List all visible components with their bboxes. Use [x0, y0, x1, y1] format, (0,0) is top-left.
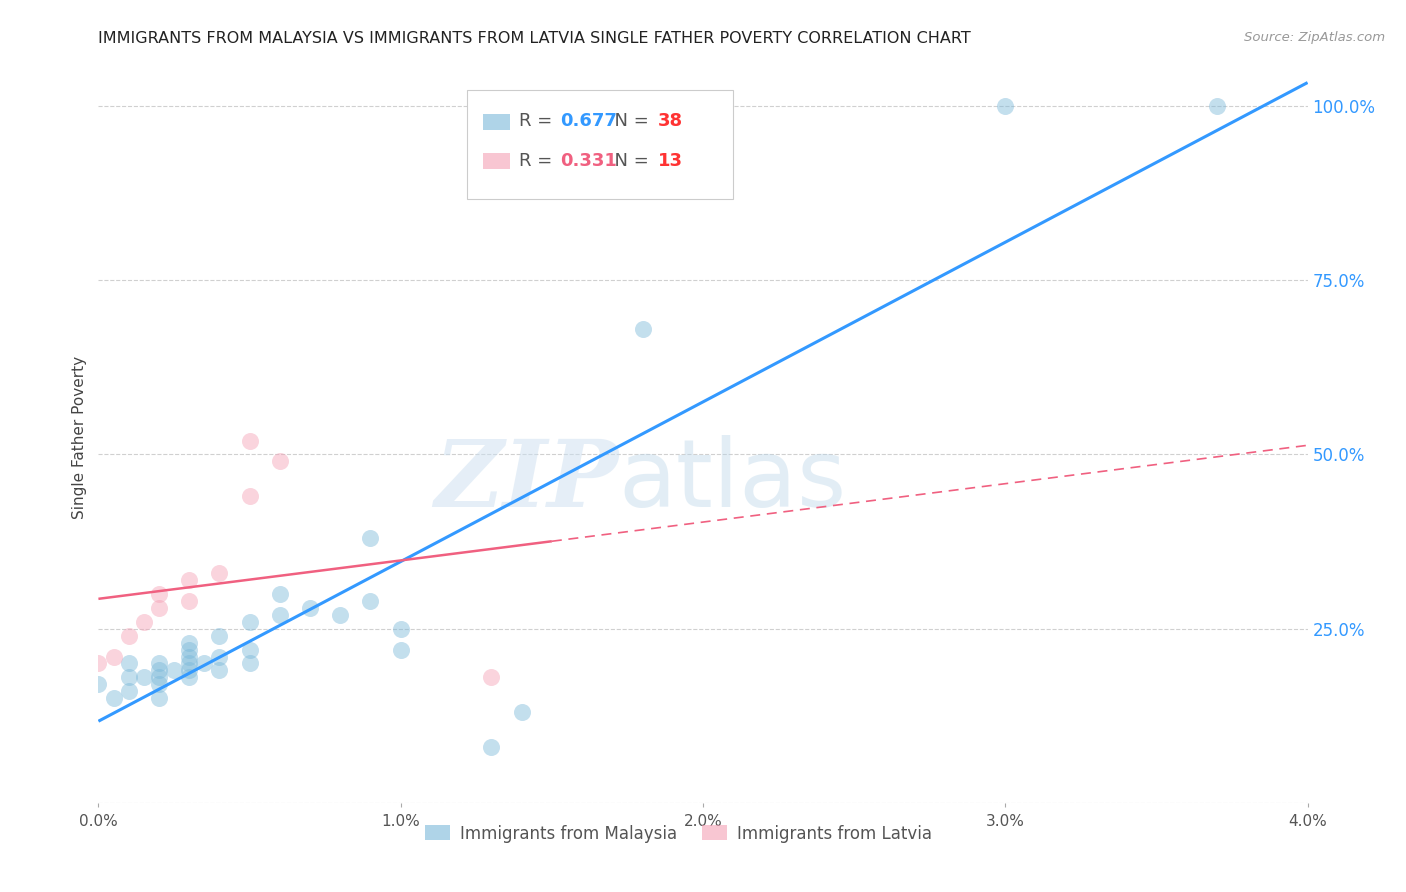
Point [132, 670, 155, 684]
Point [481, 740, 503, 755]
Point [239, 489, 262, 503]
Text: 38: 38 [658, 112, 683, 130]
Point [103, 691, 125, 706]
Text: R =: R = [519, 112, 557, 130]
Point [148, 677, 170, 691]
FancyBboxPatch shape [482, 114, 509, 130]
Point [1206, 99, 1229, 113]
Point [87, 657, 110, 671]
Point [631, 322, 654, 336]
FancyBboxPatch shape [482, 153, 509, 169]
Text: Source: ZipAtlas.com: Source: ZipAtlas.com [1244, 31, 1385, 45]
Point [193, 657, 215, 671]
Point [269, 607, 291, 622]
Legend: Immigrants from Malaysia, Immigrants from Latvia: Immigrants from Malaysia, Immigrants fro… [419, 818, 939, 849]
Point [148, 664, 170, 678]
FancyBboxPatch shape [467, 90, 734, 200]
Text: IMMIGRANTS FROM MALAYSIA VS IMMIGRANTS FROM LATVIA SINGLE FATHER POVERTY CORRELA: IMMIGRANTS FROM MALAYSIA VS IMMIGRANTS F… [98, 31, 972, 46]
Text: N =: N = [603, 112, 652, 130]
Point [208, 566, 231, 580]
Point [360, 531, 382, 545]
Point [208, 664, 231, 678]
Point [269, 454, 291, 468]
Point [179, 649, 201, 664]
Point [179, 664, 201, 678]
Text: 0.677: 0.677 [561, 112, 617, 130]
Point [299, 600, 322, 615]
Text: R =: R = [519, 152, 557, 169]
Point [148, 691, 170, 706]
Point [510, 705, 533, 719]
Point [994, 99, 1017, 113]
Point [179, 635, 201, 649]
Point [118, 629, 141, 643]
Point [103, 649, 125, 664]
Point [179, 594, 201, 608]
Point [208, 629, 231, 643]
Point [179, 657, 201, 671]
Point [148, 600, 170, 615]
Text: ZIP: ZIP [434, 436, 619, 526]
Text: 0.331: 0.331 [561, 152, 617, 169]
Point [239, 642, 262, 657]
Point [481, 670, 503, 684]
Point [118, 684, 141, 698]
Point [87, 677, 110, 691]
Point [148, 670, 170, 684]
Point [179, 670, 201, 684]
Point [118, 657, 141, 671]
Point [239, 434, 262, 448]
Point [360, 594, 382, 608]
Point [148, 657, 170, 671]
Point [329, 607, 352, 622]
Text: N =: N = [603, 152, 652, 169]
Text: atlas: atlas [619, 435, 846, 527]
Point [179, 642, 201, 657]
Text: 13: 13 [658, 152, 683, 169]
Point [148, 587, 170, 601]
Point [239, 657, 262, 671]
Point [269, 587, 291, 601]
Point [118, 670, 141, 684]
Point [163, 664, 186, 678]
Point [389, 642, 412, 657]
Y-axis label: Single Father Poverty: Single Father Poverty [72, 356, 87, 518]
Point [179, 573, 201, 587]
Point [389, 622, 412, 636]
Point [132, 615, 155, 629]
Point [208, 649, 231, 664]
Point [239, 615, 262, 629]
